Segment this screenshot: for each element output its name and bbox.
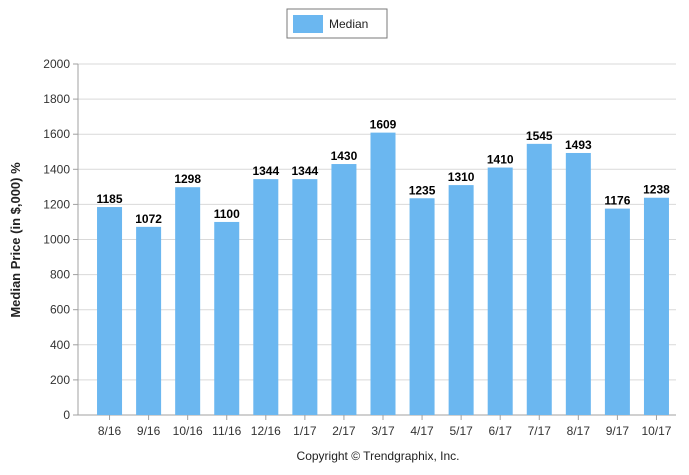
x-tick-labels: 8/16 9/16 10/16 11/16 12/16 1/17 2/17 3/17 4/17 5… (98, 415, 672, 438)
bar (409, 198, 435, 415)
x-tick-label: 5/17 (449, 424, 473, 438)
y-tick-label: 600 (50, 303, 70, 317)
x-tick-label: 4/17 (410, 424, 434, 438)
x-tick-label: 2/17 (332, 424, 356, 438)
x-tick-label: 8/16 (98, 424, 122, 438)
x-tick-label: 11/16 (212, 424, 241, 438)
x-tick-label: 9/16 (137, 424, 161, 438)
x-tick-label: 7/17 (528, 424, 552, 438)
bar (136, 226, 162, 415)
bar (370, 132, 396, 416)
data-label: 1176 (604, 194, 630, 208)
bar (292, 179, 318, 415)
y-tick-label: 800 (50, 268, 70, 282)
data-label: 1235 (409, 183, 436, 197)
y-tick-label: 1800 (43, 92, 70, 106)
x-tick-label: 12/16 (251, 424, 281, 438)
x-tick-label: 10/16 (173, 424, 203, 438)
data-label: 1298 (174, 172, 201, 186)
x-tick-label: 8/17 (567, 424, 591, 438)
data-label: 1310 (448, 170, 475, 184)
data-label: 1238 (643, 183, 670, 197)
y-tick-label: 200 (50, 373, 70, 387)
data-label: 1072 (135, 212, 162, 226)
bar (175, 187, 201, 415)
bar (487, 167, 513, 415)
y-axis-label: Median Price (in $,000) % (8, 162, 23, 318)
x-tick-label: 6/17 (489, 424, 513, 438)
data-label: 1609 (370, 118, 397, 132)
bar (448, 185, 474, 415)
y-tick-label: 1000 (43, 233, 70, 247)
y-tick-label: 1400 (43, 162, 70, 176)
legend-label: Median (329, 17, 368, 31)
bar (331, 164, 357, 415)
legend: Median (286, 8, 388, 39)
y-tick-label: 1200 (43, 197, 70, 211)
data-label: 1100 (214, 207, 240, 221)
y-tick-label: 2000 (43, 57, 70, 71)
data-label: 1545 (526, 129, 553, 143)
bar (604, 208, 630, 415)
legend-swatch (293, 15, 323, 33)
x-tick-label: 1/17 (293, 424, 317, 438)
x-tick-label: 10/17 (641, 424, 671, 438)
bar (97, 207, 123, 415)
bar (253, 179, 279, 415)
y-tick-label: 400 (50, 338, 70, 352)
bars (97, 132, 669, 416)
data-label: 1430 (331, 149, 358, 163)
x-tick-label: 3/17 (371, 424, 395, 438)
data-label: 1493 (565, 138, 592, 152)
copyright-text: Copyright © Trendgraphix, Inc. (297, 449, 460, 463)
data-label: 1344 (252, 164, 279, 178)
y-tick-labels: 0 200 400 600 800 1000 1200 1400 1600 1800 2000 (43, 57, 70, 422)
data-label: 1344 (292, 164, 319, 178)
x-tick-label: 9/17 (606, 424, 630, 438)
y-tick-label: 0 (63, 408, 70, 422)
data-labels: 1185 1072 1298 1100 1344 1344 1430 1609 1235 1310… (97, 118, 671, 226)
bar (214, 221, 240, 415)
bar (643, 197, 669, 415)
data-label: 1185 (97, 192, 123, 206)
data-label: 1410 (487, 153, 514, 167)
y-tick-label: 1600 (43, 127, 70, 141)
bar (526, 143, 552, 416)
bar (565, 152, 591, 415)
